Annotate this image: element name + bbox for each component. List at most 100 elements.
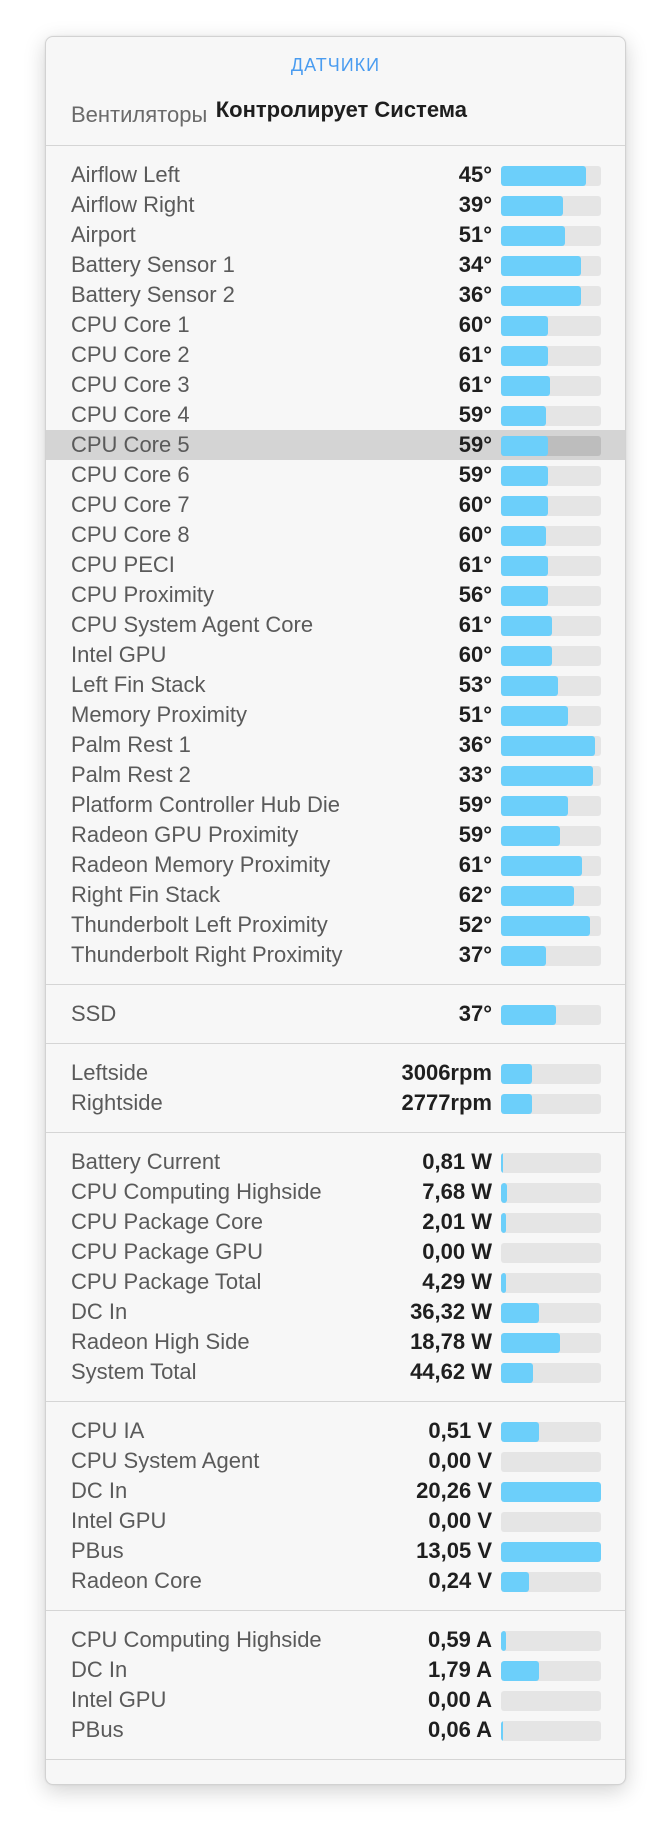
sensor-row[interactable]: Radeon Core 0,24 V [46,1566,625,1596]
sensor-row[interactable]: CPU IA 0,51 V [46,1416,625,1446]
sensor-row[interactable]: Intel GPU 60° [46,640,625,670]
sensor-name: DC In [71,1657,128,1682]
sensor-row[interactable]: CPU System Agent Core 61° [46,610,625,640]
sensor-row[interactable]: Battery Current 0,81 W [46,1147,625,1177]
sensor-row[interactable]: CPU Proximity 56° [46,580,625,610]
sensor-row[interactable]: DC In 36,32 W [46,1297,625,1327]
sensor-row[interactable]: CPU Core 2 61° [46,340,625,370]
sensor-row[interactable]: Right Fin Stack 62° [46,880,625,910]
sensor-name: Intel GPU [71,642,167,667]
sensor-row[interactable]: Radeon High Side 18,78 W [46,1327,625,1357]
sensor-value: 20,26 V [416,1478,492,1503]
sensor-bar [501,466,601,486]
sensor-row[interactable]: System Total 44,62 W [46,1357,625,1387]
sensor-bar [501,1303,601,1323]
sensor-bar [501,916,601,936]
sensor-row[interactable]: Intel GPU 0,00 A [46,1685,625,1715]
sensor-value: 18,78 W [410,1329,492,1354]
sensor-row[interactable]: SSD 37° [46,999,625,1029]
sensor-row[interactable]: Platform Controller Hub Die 59° [46,790,625,820]
sensor-row[interactable]: CPU System Agent 0,00 V [46,1446,625,1476]
sensor-row[interactable]: CPU Core 8 60° [46,520,625,550]
sensor-value: 0,00 W [422,1239,492,1264]
sensor-row[interactable]: Radeon Memory Proximity 61° [46,850,625,880]
sensor-row[interactable]: CPU Core 6 59° [46,460,625,490]
sensor-bar-fill [501,946,546,966]
sensor-row[interactable]: CPU Package Total 4,29 W [46,1267,625,1297]
fans-control-label: Вентиляторы [71,102,208,127]
sensor-bar [501,946,601,966]
fans-control-row[interactable]: Вентиляторы Контролирует Система [71,95,600,135]
sensor-bar [501,1721,601,1741]
sensor-row[interactable]: CPU Package Core 2,01 W [46,1207,625,1237]
sensor-row[interactable]: CPU PECI 61° [46,550,625,580]
sensor-value: 0,59 A [427,1627,492,1652]
sensor-value: 2777rpm [401,1090,492,1115]
sensor-bar [501,1452,601,1472]
sensor-row[interactable]: DC In 1,79 A [46,1655,625,1685]
sensor-value: 0,81 W [422,1149,492,1174]
sensor-name: CPU Core 5 [71,432,190,457]
sensor-name: CPU Core 3 [71,372,190,397]
sensor-bar-fill [501,346,548,366]
sensor-row[interactable]: Battery Sensor 1 34° [46,250,625,280]
sensor-row[interactable]: Rightside 2777rpm [46,1088,625,1118]
sensor-row[interactable]: CPU Core 5 59° [46,430,625,460]
sensor-value: 56° [458,582,492,607]
sensor-row[interactable]: Palm Rest 2 33° [46,760,625,790]
sensor-row[interactable]: CPU Core 7 60° [46,490,625,520]
sensor-row[interactable]: Thunderbolt Left Proximity 52° [46,910,625,940]
sensor-name: CPU System Agent [71,1448,260,1473]
panel-title: ДАТЧИКИ [290,55,381,75]
sensor-bar [501,1661,601,1681]
sensor-bar [501,556,601,576]
sensor-bar [501,1631,601,1651]
fans-control-value[interactable]: Контролирует Система [215,97,467,122]
sensor-bar-fill [501,1542,601,1562]
sensor-row[interactable]: Leftside 3006rpm [46,1058,625,1088]
sensor-row[interactable]: Airflow Left 45° [46,160,625,190]
sensor-value: 61° [458,552,492,577]
sensor-row[interactable]: Left Fin Stack 53° [46,670,625,700]
sensor-row[interactable]: CPU Computing Highside 7,68 W [46,1177,625,1207]
sensor-bar-fill [501,406,546,426]
sensor-row[interactable]: PBus 0,06 A [46,1715,625,1745]
sensor-row[interactable]: DC In 20,26 V [46,1476,625,1506]
sensor-row[interactable]: PBus 13,05 V [46,1536,625,1566]
sensor-row[interactable]: Palm Rest 1 36° [46,730,625,760]
sensor-bar [501,1213,601,1233]
sensor-row[interactable]: Intel GPU 0,00 V [46,1506,625,1536]
sensor-value: 36° [458,732,492,757]
sensor-value: 36,32 W [410,1299,492,1324]
sensor-row[interactable]: CPU Core 4 59° [46,400,625,430]
sensor-name: DC In [71,1299,128,1324]
sensor-row[interactable]: CPU Core 3 61° [46,370,625,400]
sensor-value: 60° [458,492,492,517]
sensor-bar-fill [501,496,548,516]
sensor-bar-fill [501,1482,601,1502]
sensor-row[interactable]: Radeon GPU Proximity 59° [46,820,625,850]
sensor-bar [501,766,601,786]
sensor-row[interactable]: Airflow Right 39° [46,190,625,220]
sensor-name: Palm Rest 2 [71,762,191,787]
sensor-bar-fill [501,916,590,936]
sensor-value: 36° [458,282,492,307]
sensor-row[interactable]: Thunderbolt Right Proximity 37° [46,940,625,970]
sensor-bar-fill [501,1572,529,1592]
sensor-bar [501,436,601,456]
sensor-value: 34° [458,252,492,277]
sensor-name: CPU Core 7 [71,492,190,517]
sensor-row[interactable]: CPU Computing Highside 0,59 A [46,1625,625,1655]
sensor-row[interactable]: Airport 51° [46,220,625,250]
sensor-name: Airflow Right [71,192,195,217]
sensor-name: Airflow Left [71,162,180,187]
sensor-row[interactable]: Battery Sensor 2 36° [46,280,625,310]
sensor-bar-fill [501,1303,539,1323]
sensor-name: Rightside [71,1090,163,1115]
sensor-row[interactable]: Memory Proximity 51° [46,700,625,730]
section-separator [46,145,625,146]
section-separator [46,1132,625,1133]
sensor-name: CPU Computing Highside [71,1627,322,1652]
sensor-row[interactable]: CPU Package GPU 0,00 W [46,1237,625,1267]
sensor-row[interactable]: CPU Core 1 60° [46,310,625,340]
